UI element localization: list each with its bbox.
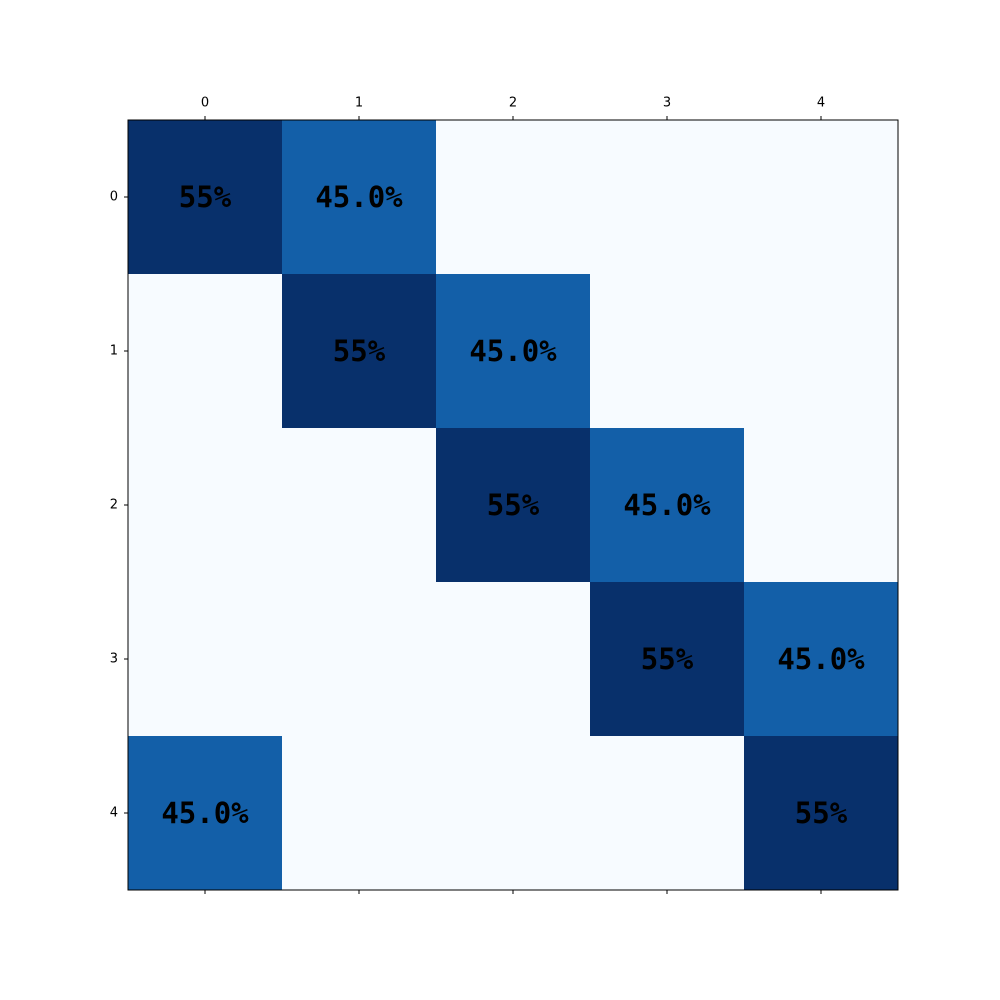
x-tick-label-3: 3 [663,96,671,111]
x-tick-label-0: 0 [201,96,209,111]
heatmap-cell-r0-c4 [744,120,899,275]
heatmap-cell-labels: 55% 45.0% 55% 45.0% 55% 45.0% 55% 45.0% 45.0% 55% [161,180,865,830]
heatmap-cells [128,120,899,891]
heatmap-cell-r2-c4 [744,428,899,583]
heatmap-cell-r2-c2 [436,428,591,583]
cell-label-r0-c0: 55% [179,180,232,214]
cell-label-r2-c2: 55% [487,488,540,522]
heatmap-cell-r3-c0 [128,582,283,737]
heatmap-cell-r1-c0 [128,274,283,429]
heatmap-cell-r1-c1 [282,274,437,429]
heatmap-cell-r0-c3 [590,120,745,275]
x-tick-label-4: 4 [817,96,825,111]
heatmap-cell-r2-c3 [590,428,745,583]
cell-label-r1-c1: 55% [333,334,386,368]
heatmap-cell-r1-c3 [590,274,745,429]
axis-ticks: 0 1 2 3 4 0 1 2 3 4 [110,96,825,894]
x-tick-label-1: 1 [355,96,363,111]
cell-label-r4-c4: 55% [795,796,848,830]
heatmap-cell-r1-c4 [744,274,899,429]
heatmap-cell-r3-c3 [590,582,745,737]
heatmap-cell-r3-c4 [744,582,899,737]
heatmap-cell-r4-c1 [282,736,437,891]
heatmap-cell-r0-c2 [436,120,591,275]
heatmap-cell-r2-c1 [282,428,437,583]
heatmap-cell-r4-c3 [590,736,745,891]
heatmap-cell-r1-c2 [436,274,591,429]
cell-label-r3-c3: 55% [641,642,694,676]
cell-label-r2-c3: 45.0% [623,488,711,522]
heatmap-cell-r2-c0 [128,428,283,583]
x-tick-label-2: 2 [509,96,517,111]
cell-label-r0-c1: 45.0% [315,180,403,214]
heatmap-cell-r3-c2 [436,582,591,737]
y-tick-label-1: 1 [110,344,118,359]
cell-label-r1-c2: 45.0% [469,334,557,368]
heatmap-cell-r0-c1 [282,120,437,275]
heatmap-cell-r4-c0 [128,736,283,891]
y-tick-label-4: 4 [110,806,118,821]
y-tick-label-0: 0 [110,190,118,205]
cell-label-r4-c0: 45.0% [161,796,249,830]
cell-label-r3-c4: 45.0% [777,642,865,676]
heatmap-cell-r4-c2 [436,736,591,891]
y-tick-label-2: 2 [110,498,118,513]
heatmap-cell-r3-c1 [282,582,437,737]
heatmap-cell-r0-c0 [128,120,283,275]
y-tick-label-3: 3 [110,652,118,667]
heatmap-cell-r4-c4 [744,736,899,891]
